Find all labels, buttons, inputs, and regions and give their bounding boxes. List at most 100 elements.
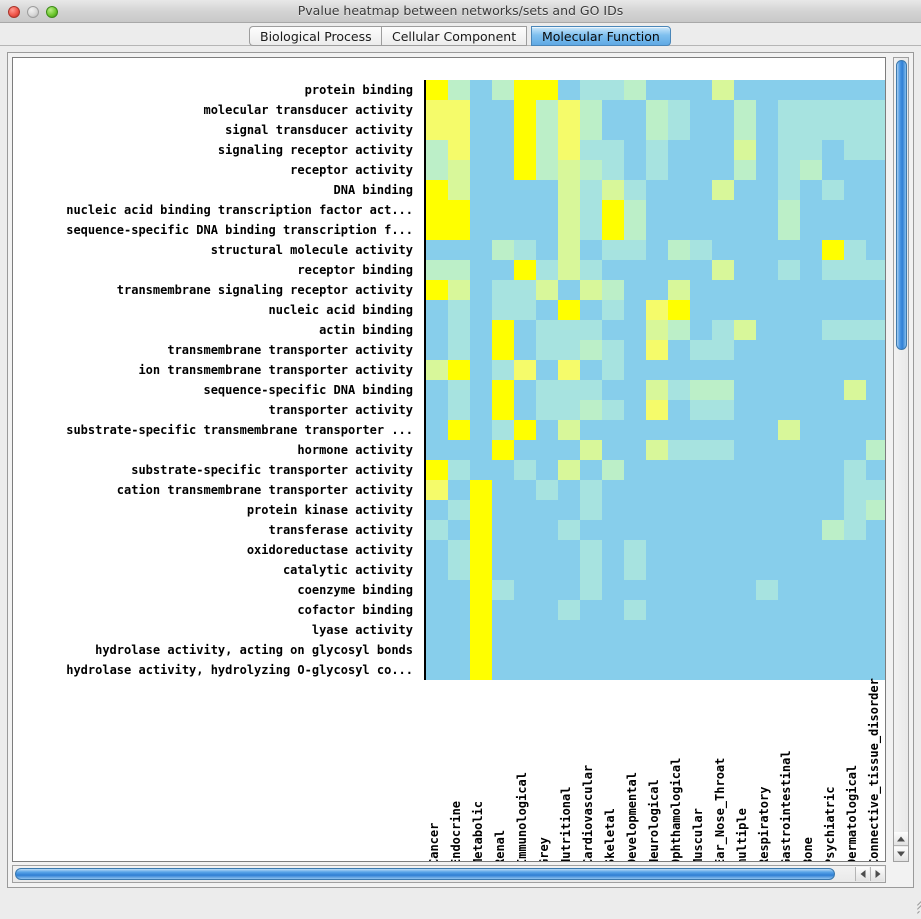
heatmap-cell[interactable] xyxy=(646,140,668,160)
heatmap-cell[interactable] xyxy=(470,540,492,560)
heatmap-cell[interactable] xyxy=(448,80,470,100)
heatmap-cell[interactable] xyxy=(580,660,602,680)
heatmap-cell[interactable] xyxy=(470,180,492,200)
heatmap-cell[interactable] xyxy=(800,460,822,480)
heatmap-cell[interactable] xyxy=(470,480,492,500)
heatmap-cell[interactable] xyxy=(580,360,602,380)
heatmap-cell[interactable] xyxy=(558,540,580,560)
heatmap-cell[interactable] xyxy=(690,440,712,460)
heatmap-cell[interactable] xyxy=(778,260,800,280)
heatmap-cell[interactable] xyxy=(800,100,822,120)
heatmap-cell[interactable] xyxy=(602,100,624,120)
heatmap-cell[interactable] xyxy=(712,320,734,340)
heatmap-cell[interactable] xyxy=(470,420,492,440)
heatmap-cell[interactable] xyxy=(580,120,602,140)
heatmap-cell[interactable] xyxy=(756,120,778,140)
heatmap-cell[interactable] xyxy=(580,520,602,540)
heatmap-cell[interactable] xyxy=(448,180,470,200)
heatmap-cell[interactable] xyxy=(712,540,734,560)
heatmap-cell[interactable] xyxy=(778,140,800,160)
heatmap-cell[interactable] xyxy=(646,560,668,580)
heatmap-cell[interactable] xyxy=(580,500,602,520)
heatmap-cell[interactable] xyxy=(734,460,756,480)
heatmap-cell[interactable] xyxy=(690,180,712,200)
heatmap-cell[interactable] xyxy=(822,220,844,240)
heatmap-cell[interactable] xyxy=(492,540,514,560)
heatmap-cell[interactable] xyxy=(602,140,624,160)
heatmap-cell[interactable] xyxy=(756,540,778,560)
heatmap-cell[interactable] xyxy=(558,240,580,260)
heatmap-cell[interactable] xyxy=(844,600,866,620)
heatmap-cell[interactable] xyxy=(426,240,448,260)
heatmap-cell[interactable] xyxy=(800,200,822,220)
heatmap-cell[interactable] xyxy=(734,660,756,680)
tab-molecular-function[interactable]: Molecular Function xyxy=(531,26,671,46)
heatmap-cell[interactable] xyxy=(426,280,448,300)
heatmap-cell[interactable] xyxy=(690,480,712,500)
heatmap-cell[interactable] xyxy=(602,640,624,660)
heatmap-cell[interactable] xyxy=(514,480,536,500)
heatmap-cell[interactable] xyxy=(778,300,800,320)
heatmap-cell[interactable] xyxy=(844,500,866,520)
heatmap-cell[interactable] xyxy=(514,640,536,660)
heatmap-cell[interactable] xyxy=(778,440,800,460)
heatmap-cell[interactable] xyxy=(734,400,756,420)
heatmap-cell[interactable] xyxy=(756,580,778,600)
heatmap-cell[interactable] xyxy=(624,100,646,120)
heatmap-cell[interactable] xyxy=(580,340,602,360)
heatmap-cell[interactable] xyxy=(800,260,822,280)
heatmap-cell[interactable] xyxy=(448,280,470,300)
heatmap-cell[interactable] xyxy=(822,180,844,200)
heatmap-cell[interactable] xyxy=(646,420,668,440)
heatmap-cell[interactable] xyxy=(866,660,885,680)
heatmap-cell[interactable] xyxy=(800,600,822,620)
heatmap-cell[interactable] xyxy=(668,240,690,260)
heatmap-cell[interactable] xyxy=(646,540,668,560)
heatmap-cell[interactable] xyxy=(514,540,536,560)
heatmap-cell[interactable] xyxy=(448,440,470,460)
heatmap-cell[interactable] xyxy=(646,120,668,140)
heatmap-cell[interactable] xyxy=(602,460,624,480)
heatmap-cell[interactable] xyxy=(646,660,668,680)
heatmap-cell[interactable] xyxy=(866,160,885,180)
heatmap-cell[interactable] xyxy=(844,420,866,440)
heatmap-cell[interactable] xyxy=(712,200,734,220)
heatmap-cell[interactable] xyxy=(756,360,778,380)
heatmap-cell[interactable] xyxy=(690,200,712,220)
heatmap-cell[interactable] xyxy=(448,420,470,440)
heatmap-cell[interactable] xyxy=(778,600,800,620)
heatmap-cell[interactable] xyxy=(844,540,866,560)
heatmap-cell[interactable] xyxy=(470,520,492,540)
heatmap-cell[interactable] xyxy=(844,120,866,140)
heatmap-cell[interactable] xyxy=(624,320,646,340)
heatmap-cell[interactable] xyxy=(580,320,602,340)
heatmap-cell[interactable] xyxy=(448,560,470,580)
heatmap-cell[interactable] xyxy=(492,120,514,140)
heatmap-cell[interactable] xyxy=(734,500,756,520)
heatmap-cell[interactable] xyxy=(712,460,734,480)
heatmap-cell[interactable] xyxy=(602,560,624,580)
heatmap-cell[interactable] xyxy=(426,140,448,160)
heatmap-cell[interactable] xyxy=(580,600,602,620)
heatmap-cell[interactable] xyxy=(844,180,866,200)
heatmap-cell[interactable] xyxy=(756,520,778,540)
heatmap-cell[interactable] xyxy=(602,520,624,540)
heatmap-cell[interactable] xyxy=(756,640,778,660)
heatmap-cell[interactable] xyxy=(822,520,844,540)
heatmap-cell[interactable] xyxy=(866,460,885,480)
heatmap-cell[interactable] xyxy=(756,100,778,120)
heatmap-cell[interactable] xyxy=(536,520,558,540)
heatmap-cell[interactable] xyxy=(558,120,580,140)
heatmap-cell[interactable] xyxy=(712,440,734,460)
heatmap-cell[interactable] xyxy=(514,380,536,400)
heatmap-cell[interactable] xyxy=(448,580,470,600)
heatmap-cell[interactable] xyxy=(734,540,756,560)
heatmap-cell[interactable] xyxy=(668,380,690,400)
heatmap-cell[interactable] xyxy=(668,160,690,180)
heatmap-cell[interactable] xyxy=(756,460,778,480)
heatmap-cell[interactable] xyxy=(800,80,822,100)
heatmap-cell[interactable] xyxy=(668,360,690,380)
heatmap-cell[interactable] xyxy=(492,480,514,500)
heatmap-cell[interactable] xyxy=(668,580,690,600)
heatmap-cell[interactable] xyxy=(514,400,536,420)
